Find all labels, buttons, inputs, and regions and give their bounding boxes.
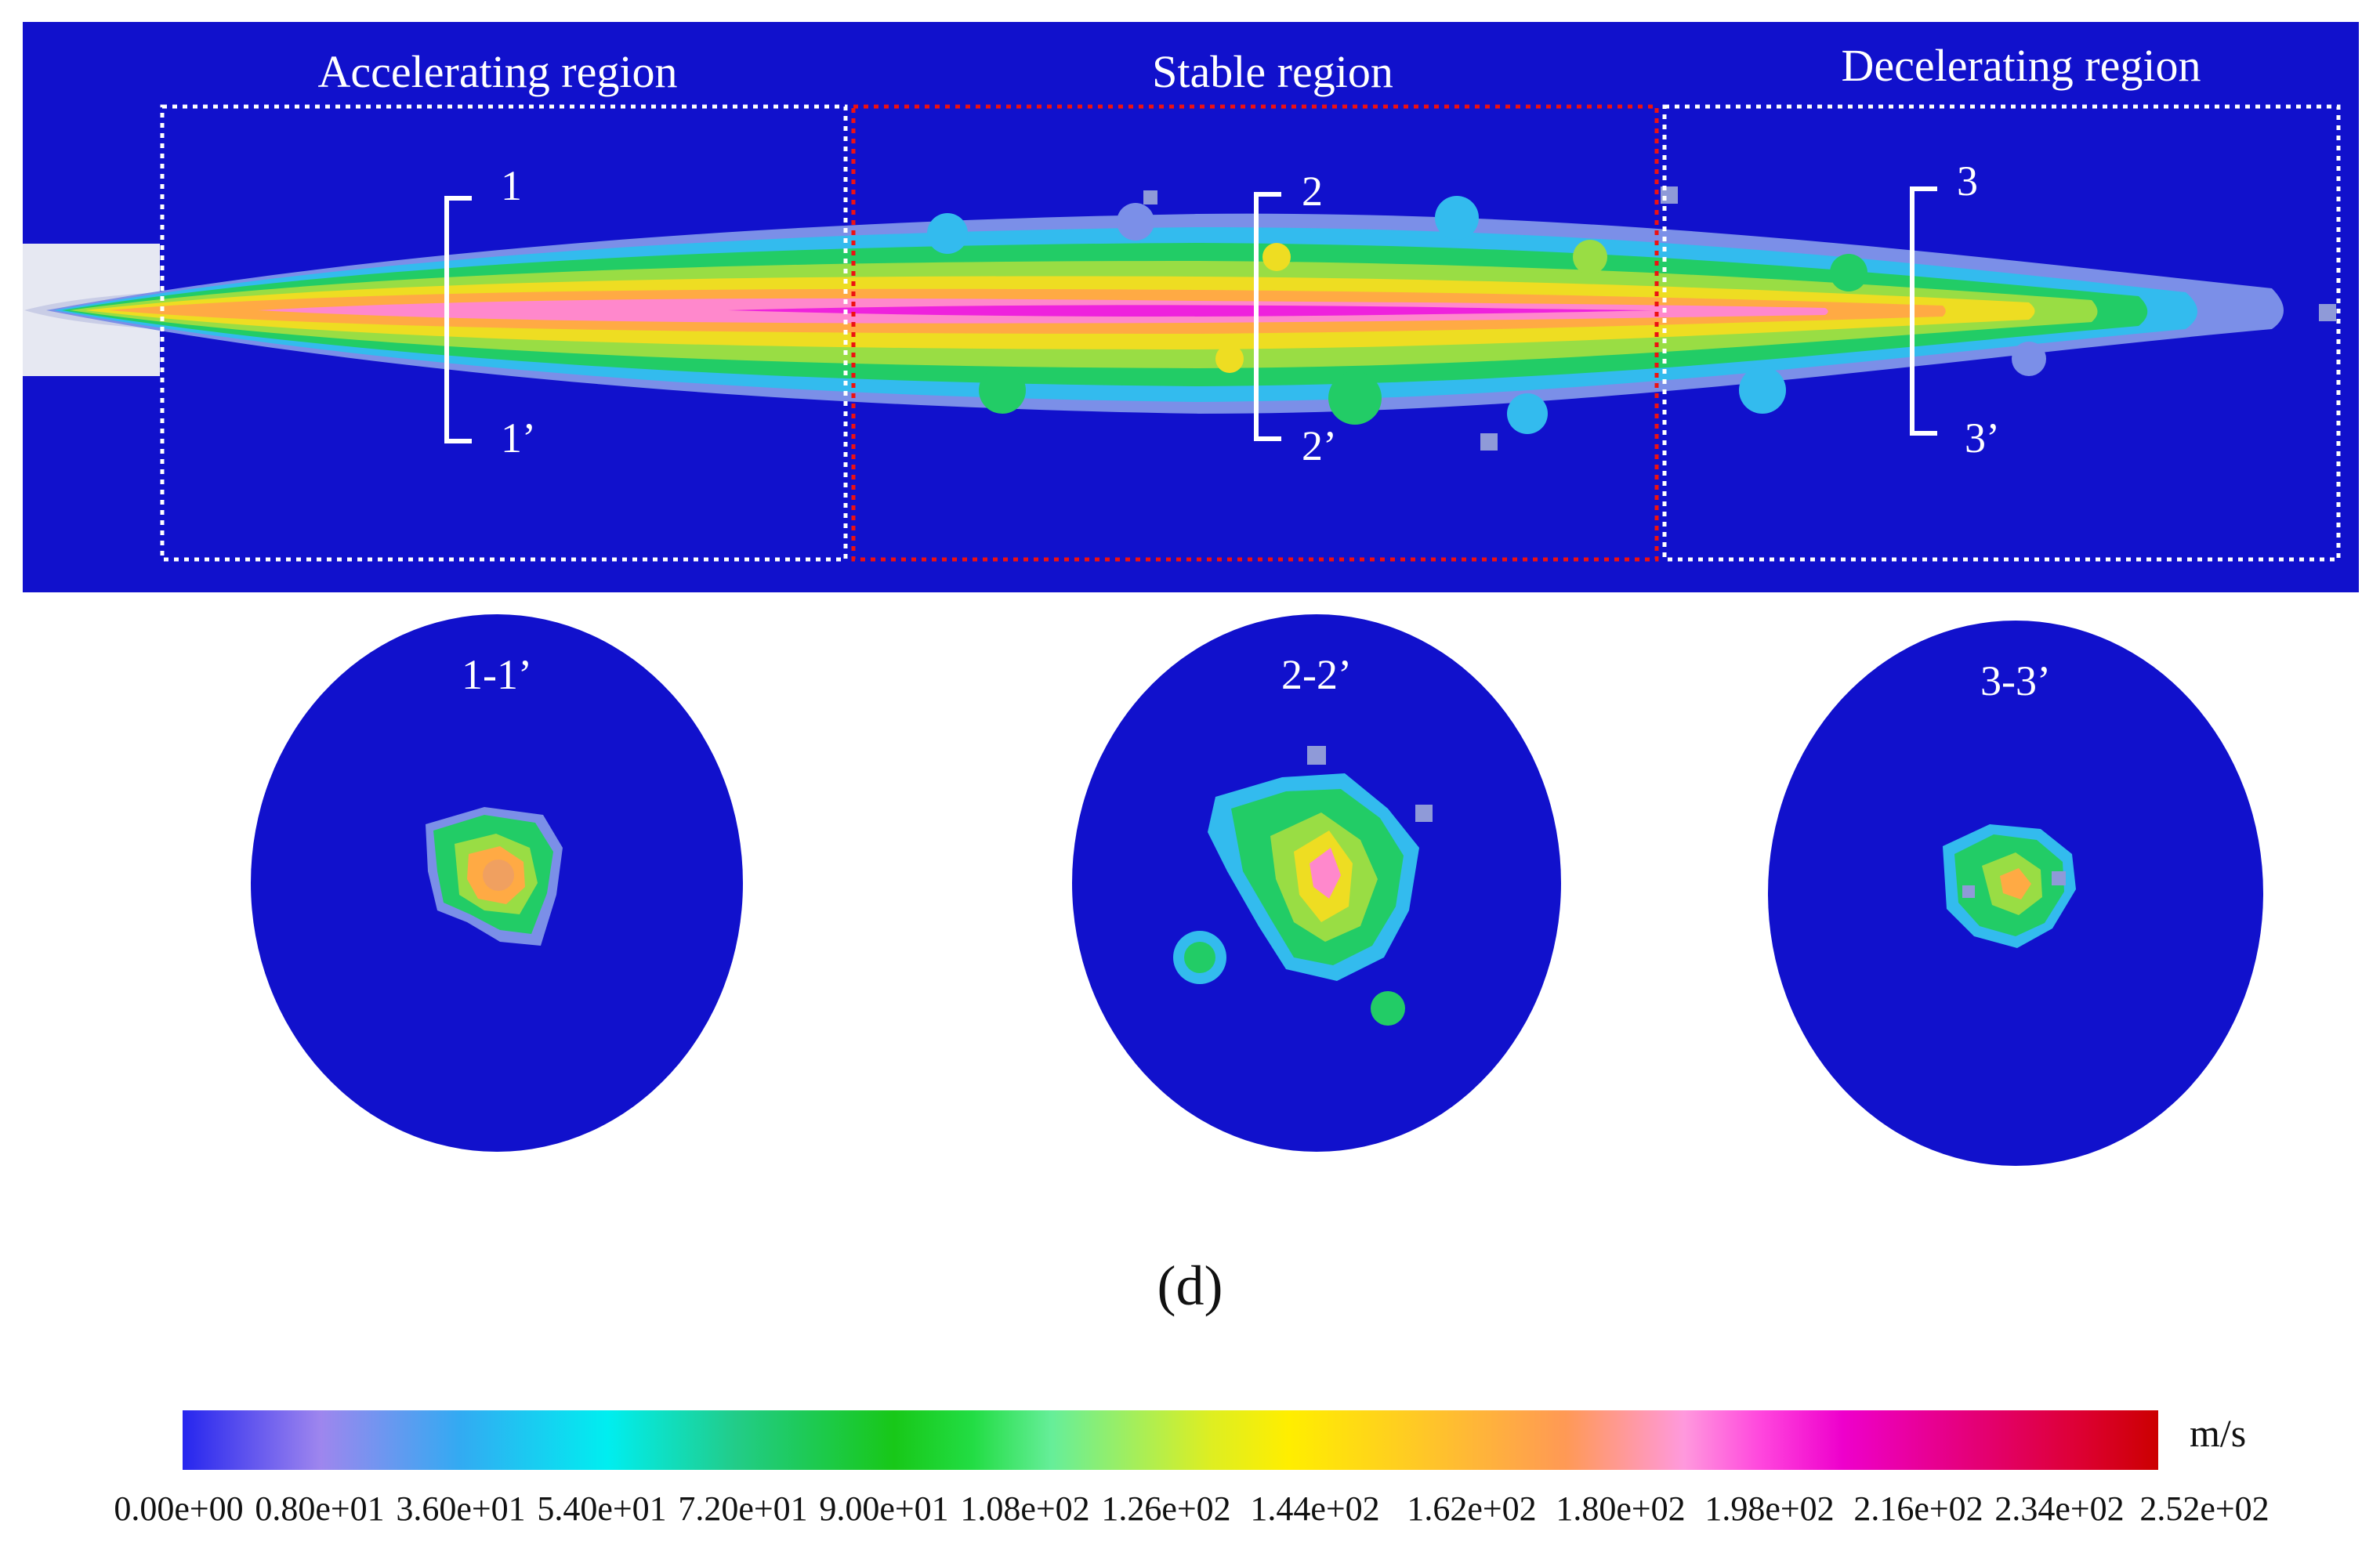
cross-section-2-label: 2-2’ xyxy=(1281,651,1352,698)
jet-contour-svg xyxy=(23,104,2341,562)
jet-velocity-contour: Accelerating region Stable region Decele… xyxy=(23,22,2359,592)
cross-section-3-label: 3-3’ xyxy=(1980,657,2051,704)
velocity-colorbar xyxy=(183,1410,2158,1470)
stable-region-label: Stable region xyxy=(1152,46,1393,97)
cross-section-1: 1-1’ xyxy=(249,613,744,1153)
section-1-bottom-label: 1’ xyxy=(501,414,536,461)
colorbar-tick: 1.44e+02 xyxy=(1250,1489,1380,1528)
panel-label: (d) xyxy=(1157,1254,1223,1317)
colorbar-tick: 1.62e+02 xyxy=(1407,1489,1537,1528)
cross-section-3: 3-3’ xyxy=(1766,619,2265,1167)
colorbar-tick: 1.98e+02 xyxy=(1704,1489,1835,1528)
colorbar-tick: 2.16e+02 xyxy=(1853,1489,1983,1528)
colorbar-tick: 2.52e+02 xyxy=(2139,1489,2270,1528)
stable-region-box xyxy=(851,104,1659,562)
cross-section-2-svg xyxy=(1072,614,1561,1152)
decelerating-region-box xyxy=(1662,104,2341,562)
colorbar-tick: 9.00e+01 xyxy=(819,1489,949,1528)
jet-plume xyxy=(46,186,2336,451)
section-bracket-1 xyxy=(444,196,472,443)
cross-section-3-svg xyxy=(1768,621,2263,1166)
section-bracket-3 xyxy=(1910,186,1937,436)
colorbar-tick: 0.80e+01 xyxy=(255,1489,385,1528)
colorbar-tick: 0.00e+00 xyxy=(114,1489,244,1528)
colorbar-tick: 2.34e+02 xyxy=(1994,1489,2125,1528)
cross-section-2: 2-2’ xyxy=(1070,613,1563,1153)
colorbar-unit: m/s xyxy=(2190,1411,2247,1455)
colorbar-tick: 3.60e+01 xyxy=(396,1489,526,1528)
colorbar-tick: 1.26e+02 xyxy=(1101,1489,1231,1528)
colorbar-tick: 1.08e+02 xyxy=(960,1489,1090,1528)
section-bracket-2 xyxy=(1254,192,1281,441)
colorbar-tick: 7.20e+01 xyxy=(678,1489,808,1528)
section-2-top-label: 2 xyxy=(1302,168,1323,215)
cross-section-1-svg xyxy=(251,614,743,1152)
accelerating-region-label: Accelerating region xyxy=(317,46,678,97)
colorbar-tick: 5.40e+01 xyxy=(537,1489,667,1528)
decelerating-region-label: Decelerating region xyxy=(1841,40,2201,91)
section-3-top-label: 3 xyxy=(1957,157,1978,204)
section-1-top-label: 1 xyxy=(501,162,522,209)
cross-section-1-label: 1-1’ xyxy=(462,651,532,698)
accelerating-region-box xyxy=(160,104,848,562)
colorbar-tick: 1.80e+02 xyxy=(1556,1489,1686,1528)
section-2-bottom-label: 2’ xyxy=(1302,422,1337,469)
section-3-bottom-label: 3’ xyxy=(1965,414,2000,461)
